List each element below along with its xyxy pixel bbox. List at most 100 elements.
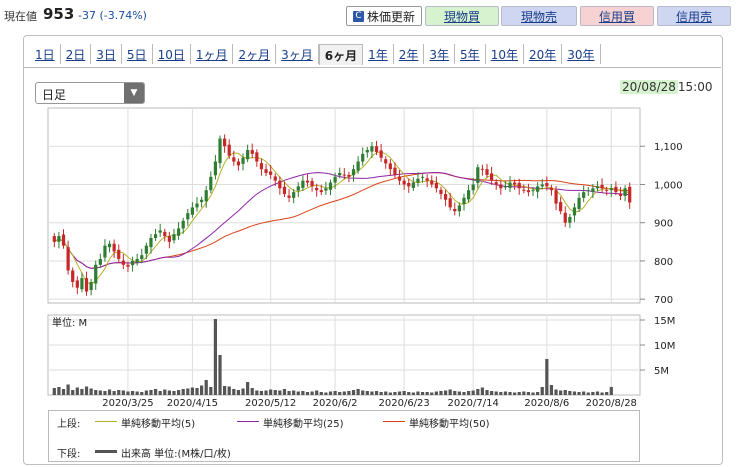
candle-body — [126, 264, 130, 267]
candle-body — [595, 186, 600, 189]
volume-bar — [328, 391, 333, 395]
refresh-label: 株価更新 — [366, 9, 415, 24]
tab-3d[interactable]: 3日 — [91, 44, 122, 64]
candle-body — [52, 236, 56, 242]
volume-bar — [227, 386, 231, 395]
volume-bar — [351, 390, 356, 395]
candle-body — [508, 182, 512, 188]
cash-sell-button[interactable]: 現物売 — [501, 6, 577, 26]
candle-body — [305, 180, 310, 183]
date-tick-label: 2020/6/23 — [379, 398, 430, 409]
candle-body — [388, 163, 392, 170]
candle-body — [61, 234, 66, 246]
cash-buy-button[interactable]: 現物買 — [425, 6, 499, 26]
volume-bar — [374, 391, 379, 395]
tab-3m[interactable]: 3ヶ月 — [276, 44, 319, 64]
tab-1y[interactable]: 1年 — [363, 44, 394, 64]
legend-ma25: 単純移動平均(25) — [263, 419, 344, 430]
candle-body — [559, 202, 563, 212]
volume-bar — [531, 392, 535, 395]
tab-10y[interactable]: 10年 — [486, 44, 524, 64]
tab-6m[interactable]: 6ヶ月 — [318, 44, 364, 65]
legend-lower-label: 下段: — [57, 449, 81, 460]
volume-tick-label: 10M — [654, 341, 675, 352]
volume-plot-area — [47, 314, 641, 396]
candle-body — [480, 168, 485, 170]
tab-30y[interactable]: 30年 — [562, 44, 601, 64]
tab-2m[interactable]: 2ヶ月 — [233, 44, 277, 64]
candle-body — [250, 150, 254, 154]
volume-bar — [439, 391, 443, 395]
candle-body — [476, 167, 480, 183]
candle-body — [586, 190, 590, 192]
timestamp: 20/08/28 15:00 — [620, 80, 713, 94]
volume-bar — [223, 386, 227, 395]
candle-body — [223, 138, 227, 147]
volume-bar — [269, 389, 273, 395]
candle-body — [259, 163, 264, 170]
candle-body — [112, 243, 116, 252]
legend-ma50-swatch — [383, 421, 405, 422]
volume-bar — [513, 392, 517, 395]
volume-bar — [57, 387, 61, 395]
tab-10d[interactable]: 10日 — [153, 44, 191, 64]
volume-bar — [471, 390, 475, 395]
volume-bar — [605, 392, 609, 395]
candle-body — [499, 184, 503, 189]
candle-body — [439, 189, 443, 195]
volume-bar — [107, 389, 112, 395]
volume-bar — [499, 392, 503, 395]
candle-body — [269, 171, 273, 175]
price-tick-label: 800 — [654, 257, 673, 268]
candle-body — [199, 199, 204, 203]
volume-bar — [255, 390, 259, 395]
candle-body — [513, 182, 517, 185]
refresh-icon: C — [352, 10, 364, 22]
refresh-price-button[interactable]: C 株価更新 — [346, 6, 422, 26]
price-tick-label: 700 — [654, 295, 673, 306]
candle-body — [328, 182, 333, 190]
volume-bar — [582, 391, 586, 395]
volume-unit-label: 単位: M — [52, 316, 87, 329]
volume-bar — [140, 392, 144, 395]
candle-body — [338, 173, 342, 176]
margin-sell-button[interactable]: 信用売 — [657, 6, 731, 26]
tab-5y[interactable]: 5年 — [455, 44, 486, 64]
current-price-label: 現在値 — [4, 10, 37, 23]
date-axis: 2020/3/25 2020/4/15 2020/5/12 2020/6/2 2020/… — [102, 398, 637, 409]
candle-body — [370, 146, 374, 152]
candle-body — [416, 178, 420, 183]
volume-bar — [425, 392, 429, 395]
tab-2d[interactable]: 2日 — [61, 44, 92, 64]
candle-body — [186, 213, 190, 220]
margin-buy-button[interactable]: 信用買 — [580, 6, 654, 26]
tab-2y[interactable]: 2年 — [394, 44, 425, 64]
candle-body — [213, 161, 218, 176]
volume-bar — [278, 390, 282, 395]
candle-body — [107, 243, 112, 248]
volume-bar — [563, 390, 567, 395]
legend-upper-label: 上段: — [57, 419, 81, 430]
chevron-down-icon: ▼ — [124, 83, 144, 103]
tab-20y[interactable]: 20年 — [524, 44, 563, 64]
volume-bar — [485, 390, 489, 395]
candle-body — [195, 203, 199, 208]
candle-body — [80, 278, 84, 290]
interval-select[interactable]: 日足 ▼ — [35, 82, 145, 104]
candle-body — [209, 176, 213, 191]
moving-average-lines — [54, 151, 630, 285]
tab-1d[interactable]: 1日 — [30, 44, 61, 64]
volume-bar — [430, 392, 434, 395]
period-tabs: 1日 2日 3日 5日 10日 1ヶ月 2ヶ月 3ヶ月 6ヶ月 1年 2年 3年… — [30, 44, 601, 66]
candle-body — [462, 197, 466, 204]
tab-3y[interactable]: 3年 — [424, 44, 456, 64]
candle-body — [591, 188, 595, 192]
candle-body — [430, 180, 434, 185]
volume-bar — [453, 391, 457, 395]
volume-bar — [342, 391, 346, 395]
tab-5d[interactable]: 5日 — [122, 44, 153, 64]
volume-bar — [94, 390, 98, 395]
candle-body — [190, 207, 195, 215]
tab-1m[interactable]: 1ヶ月 — [191, 44, 234, 64]
candle-body — [434, 182, 438, 189]
